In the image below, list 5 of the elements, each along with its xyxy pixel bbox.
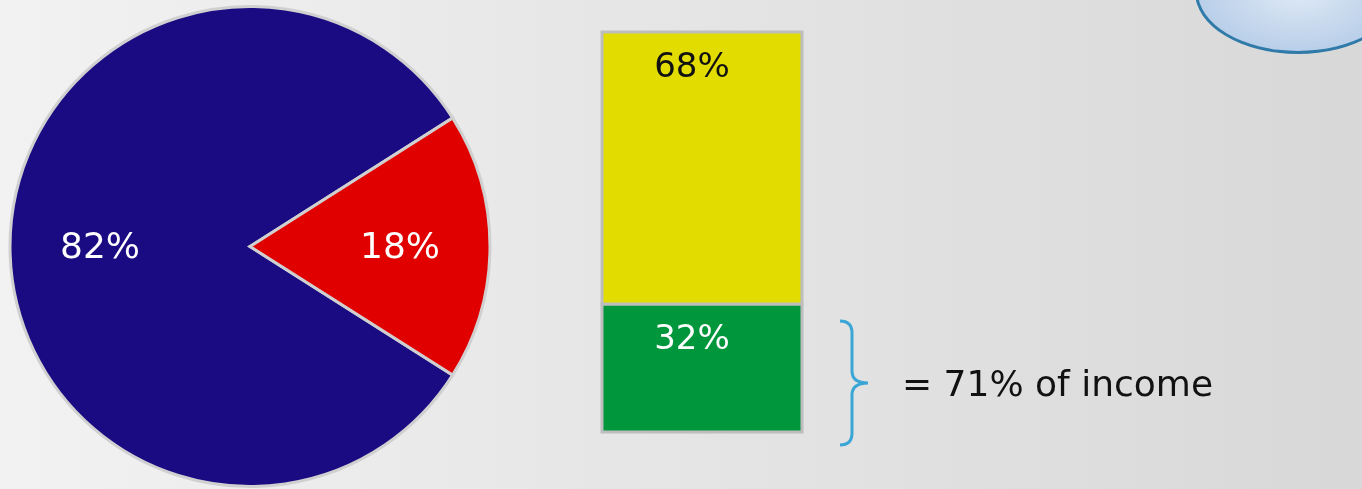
data-label: 82% [59, 224, 141, 266]
data-label: 32% [654, 317, 730, 357]
text: = 71% of income [902, 362, 1214, 404]
data-label: 18% [359, 224, 441, 266]
data-label: 68% [654, 45, 730, 85]
